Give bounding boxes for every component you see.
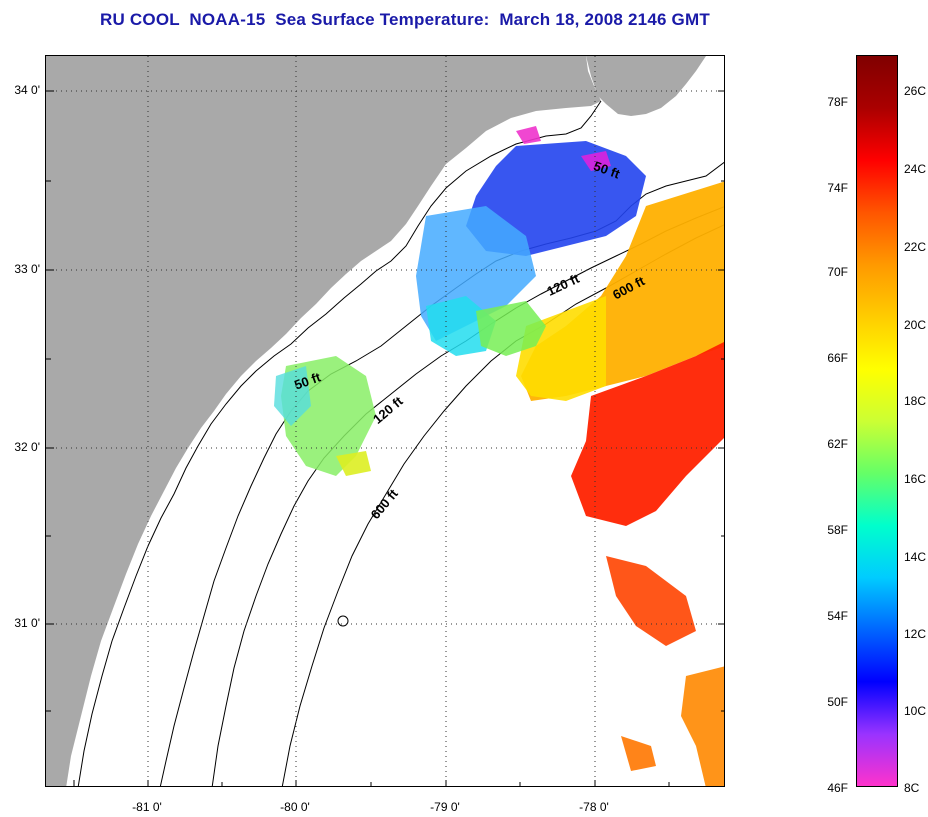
sst-patch-green [476, 301, 546, 356]
lat-label-31: 31 0' [14, 616, 40, 630]
depth-contour-120ft [211, 206, 724, 786]
lon-label-78: -78 0' [579, 800, 609, 814]
cb-c-label-12: 12C [904, 627, 927, 641]
temperature-colorbar [856, 55, 898, 787]
coastal-islands [77, 100, 602, 786]
cb-f-label-62: 62F [827, 437, 848, 451]
sst-patch-yellow-small [336, 451, 371, 476]
cb-c-label-14: 14C [904, 550, 927, 564]
land-mass [46, 56, 724, 116]
lat-label-34: 34 0' [14, 83, 40, 97]
cb-c-label-26: 26C [904, 84, 927, 98]
land-mainland [46, 56, 601, 786]
cb-c-label-18: 18C [904, 394, 927, 408]
cb-f-label-58: 58F [827, 523, 848, 537]
cb-c-label-16: 16C [904, 472, 927, 486]
sst-patch-magenta [516, 126, 541, 144]
map-grid [46, 56, 724, 786]
cb-f-label-50: 50F [827, 695, 848, 709]
cb-c-label-20: 20C [904, 318, 927, 332]
cb-f-label-46: 46F [827, 781, 848, 795]
lon-label-80: -80 0' [280, 800, 310, 814]
map-title: RU COOL NOAA-15 Sea Surface Temperature:… [100, 10, 710, 29]
lat-label-33: 33 0' [14, 262, 40, 276]
cb-c-label-22: 22C [904, 240, 927, 254]
lat-label-32: 32 0' [14, 440, 40, 454]
cb-f-label-66: 66F [827, 351, 848, 365]
cb-f-label-74: 74F [827, 181, 848, 195]
cb-f-label-54: 54F [827, 609, 848, 623]
sst-patch-magenta2 [581, 151, 611, 171]
cb-f-label-70: 70F [827, 265, 848, 279]
map-ticks [46, 90, 724, 786]
sst-patch-cyan-mid [274, 366, 311, 426]
cb-c-label-24: 24C [904, 162, 927, 176]
sst-patch-orange-small [621, 736, 656, 771]
seamount-contour [337, 615, 349, 627]
sst-map[interactable]: 50 ft 120 ft 600 ft 50 ft 120 ft 600 ft [45, 55, 725, 787]
sst-patch-red-south [606, 556, 696, 646]
depth-label-120ft-north: 120 ft [544, 271, 582, 299]
cb-c-label-10: 10C [904, 704, 927, 718]
depth-label-120ft-south: 120 ft [370, 393, 406, 427]
lon-label-81: -81 0' [132, 800, 162, 814]
cb-f-label-78: 78F [827, 95, 848, 109]
sst-patch-orange-south [681, 666, 724, 786]
cb-c-label-8: 8C [904, 781, 920, 795]
depth-label-600ft-south: 600 ft [368, 486, 402, 522]
lon-label-79: -79 0' [430, 800, 460, 814]
map-svg: 50 ft 120 ft 600 ft 50 ft 120 ft 600 ft [46, 56, 724, 786]
sst-patch-red [571, 342, 724, 526]
